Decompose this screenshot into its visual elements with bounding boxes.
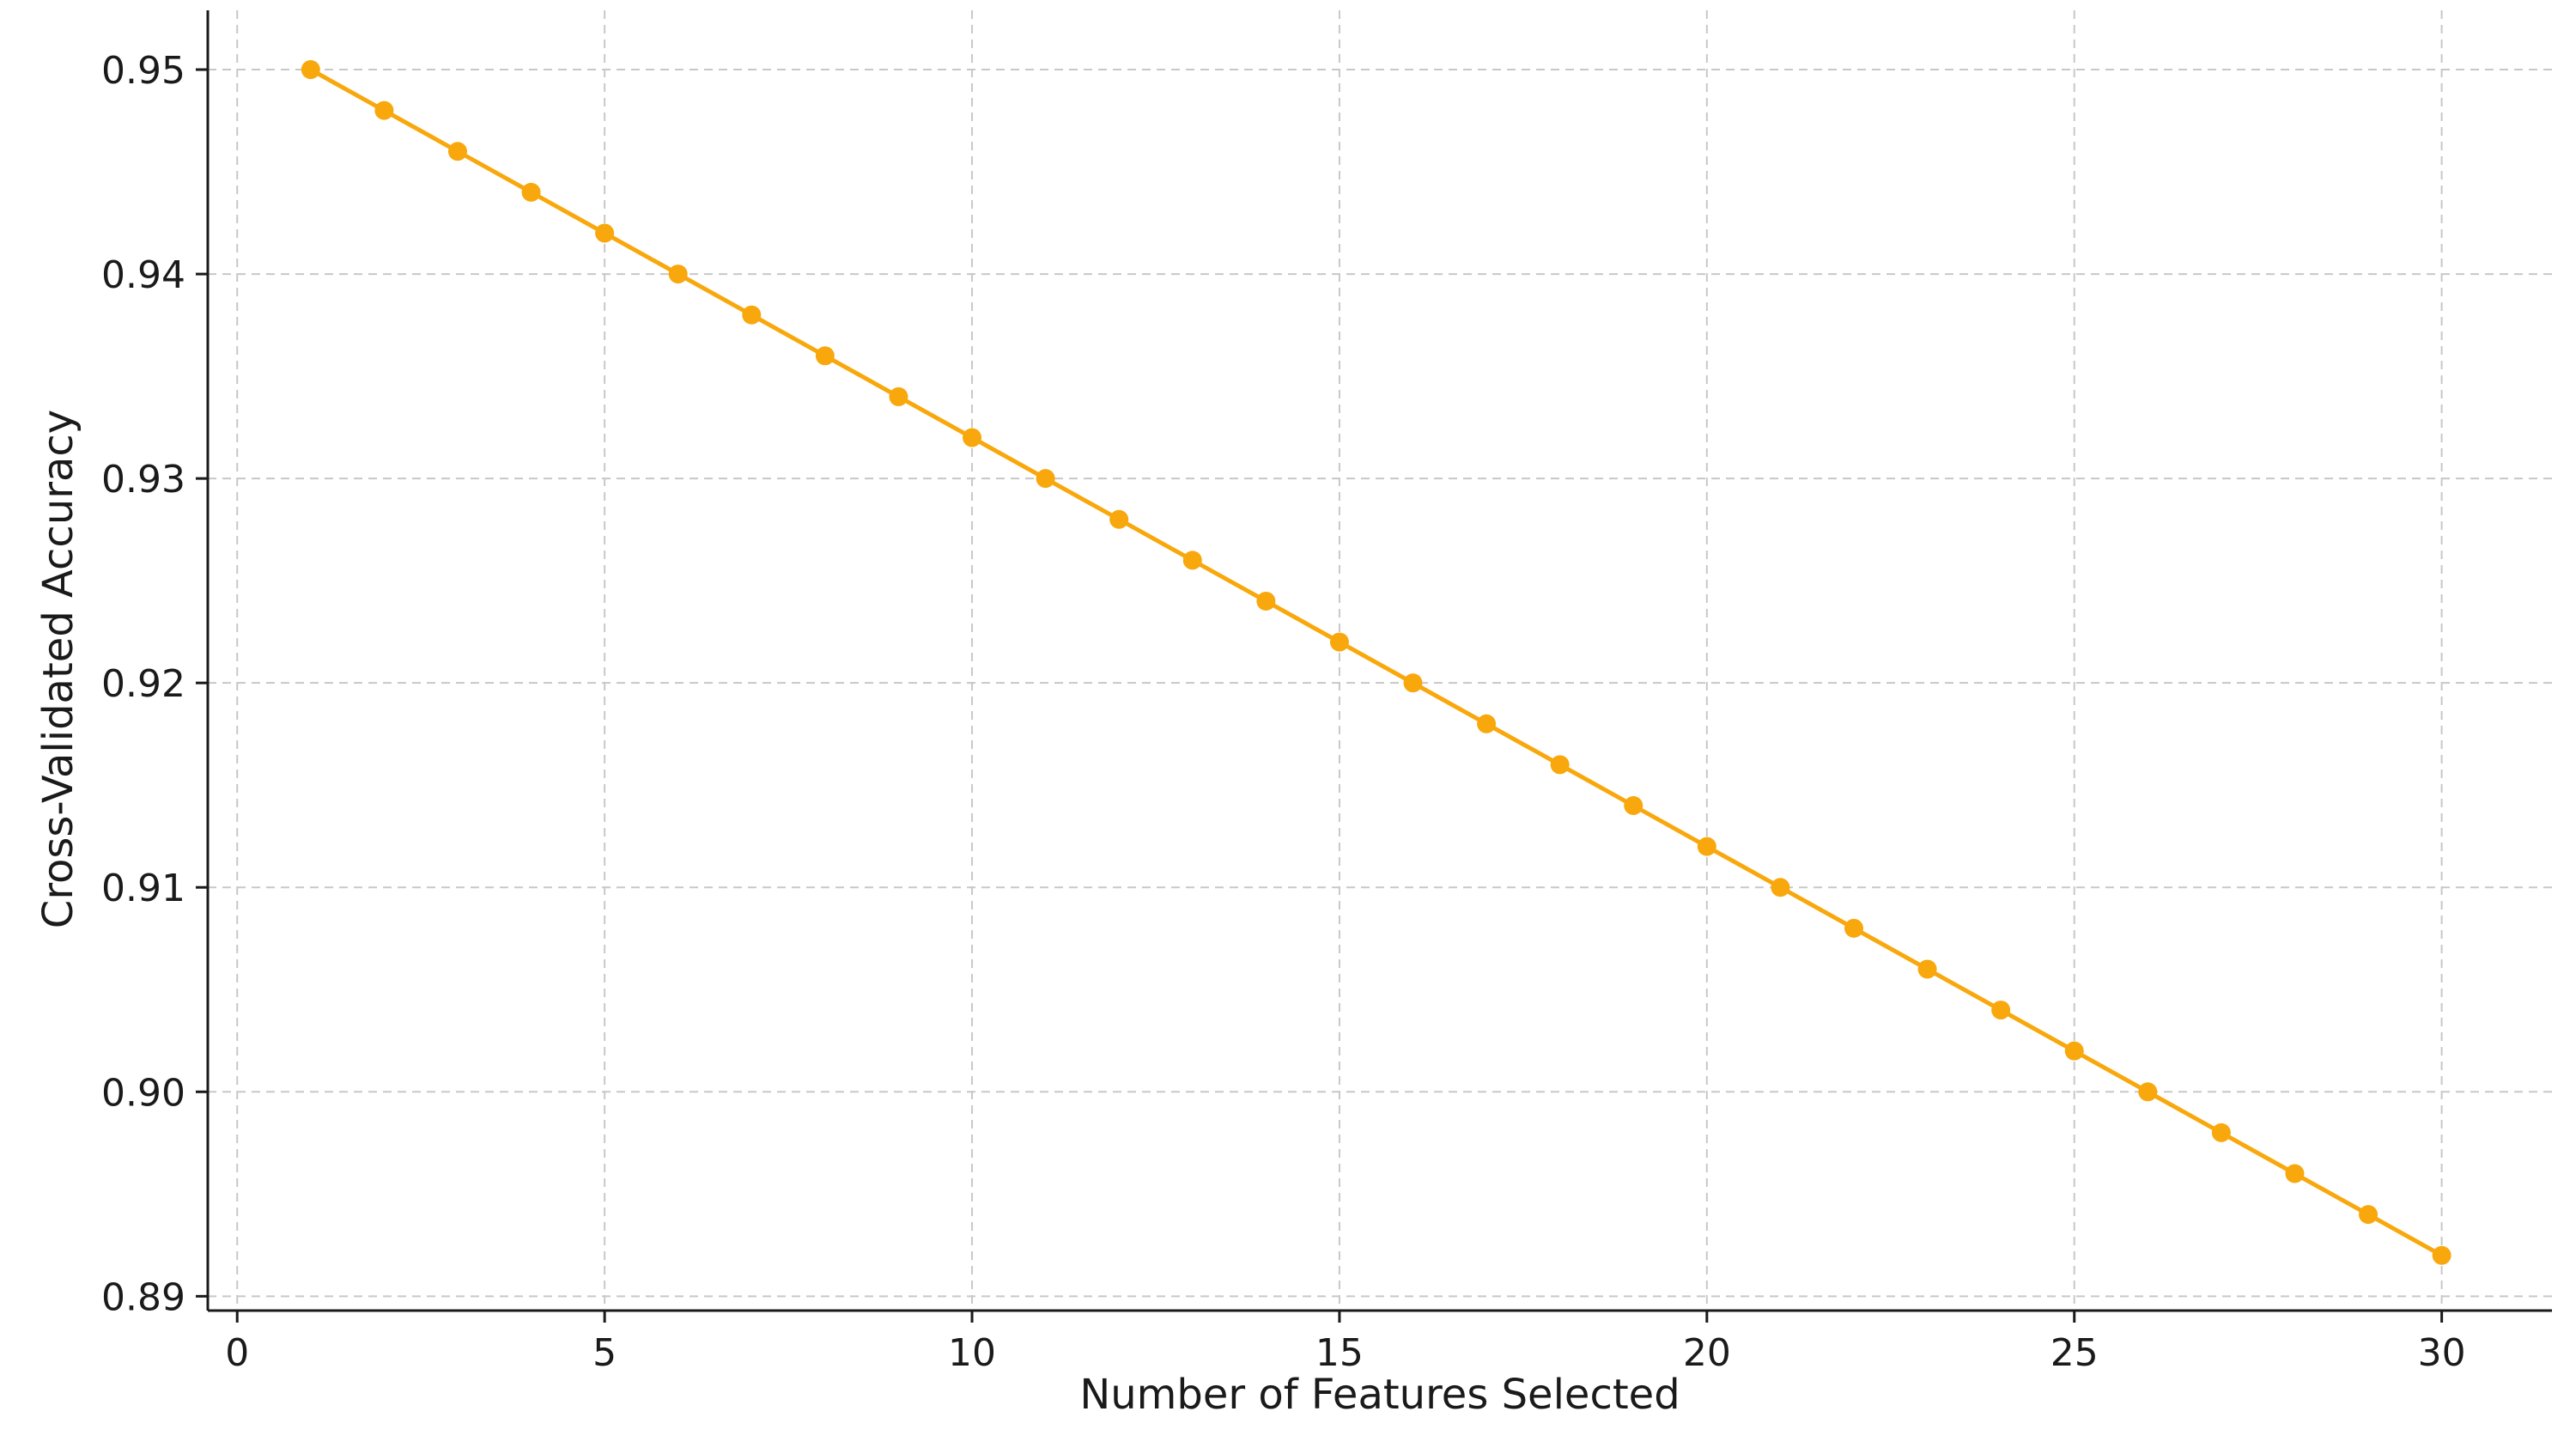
y-axis-label: Cross-Validated Accuracy <box>34 410 82 928</box>
x-tick-label: 15 <box>1315 1331 1364 1375</box>
data-point <box>2211 1122 2231 1142</box>
data-point <box>2064 1041 2084 1061</box>
data-point <box>301 60 320 80</box>
y-tick-label: 0.95 <box>101 49 185 93</box>
x-tick-label: 10 <box>948 1331 996 1375</box>
series-line <box>308 67 2445 1258</box>
data-point <box>1256 591 1276 611</box>
y-tick-label: 0.91 <box>101 867 185 910</box>
data-point <box>1917 959 1937 979</box>
data-point <box>1697 837 1716 856</box>
data-point <box>1329 632 1349 652</box>
axes-layer <box>206 10 2552 1312</box>
data-point <box>521 182 541 202</box>
data-point <box>889 386 908 406</box>
data-point <box>2359 1205 2379 1225</box>
x-tick-label: 30 <box>2418 1331 2466 1375</box>
data-point <box>1844 918 1863 938</box>
ticks-layer: 0 5 10 15 20 25 30 0.89 0.90 0.91 0.92 0.93 0.94 0.95 <box>101 49 2466 1375</box>
series-layer <box>301 60 2451 1265</box>
data-point <box>742 305 762 325</box>
grid-layer <box>208 10 2552 1311</box>
data-point <box>1771 878 1790 897</box>
data-point <box>1477 714 1497 733</box>
x-tick-label: 5 <box>592 1331 617 1375</box>
data-point <box>1182 551 1202 570</box>
y-tick-label: 0.90 <box>101 1071 185 1115</box>
x-axis-label: Number of Features Selected <box>1079 1371 1680 1419</box>
x-tick-label: 25 <box>2050 1331 2099 1375</box>
data-point <box>595 223 615 243</box>
x-tick-label: 0 <box>225 1331 249 1375</box>
data-point <box>963 428 982 447</box>
data-point <box>1403 673 1423 693</box>
y-tick-label: 0.89 <box>101 1275 185 1319</box>
data-point <box>668 265 688 284</box>
data-point <box>374 100 394 120</box>
y-tick-label: 0.92 <box>101 662 185 706</box>
data-point <box>1624 796 1643 816</box>
data-point <box>1036 469 1055 489</box>
data-point <box>2138 1082 2158 1102</box>
data-point <box>2432 1245 2451 1265</box>
y-tick-label: 0.93 <box>101 458 185 502</box>
data-point <box>1991 1001 2011 1020</box>
data-point <box>447 142 467 161</box>
x-tick-label: 20 <box>1683 1331 1731 1375</box>
data-point <box>1109 509 1129 529</box>
data-point <box>815 346 835 366</box>
data-point <box>2285 1164 2305 1183</box>
y-tick-label: 0.94 <box>101 253 185 297</box>
data-point <box>1550 755 1570 775</box>
